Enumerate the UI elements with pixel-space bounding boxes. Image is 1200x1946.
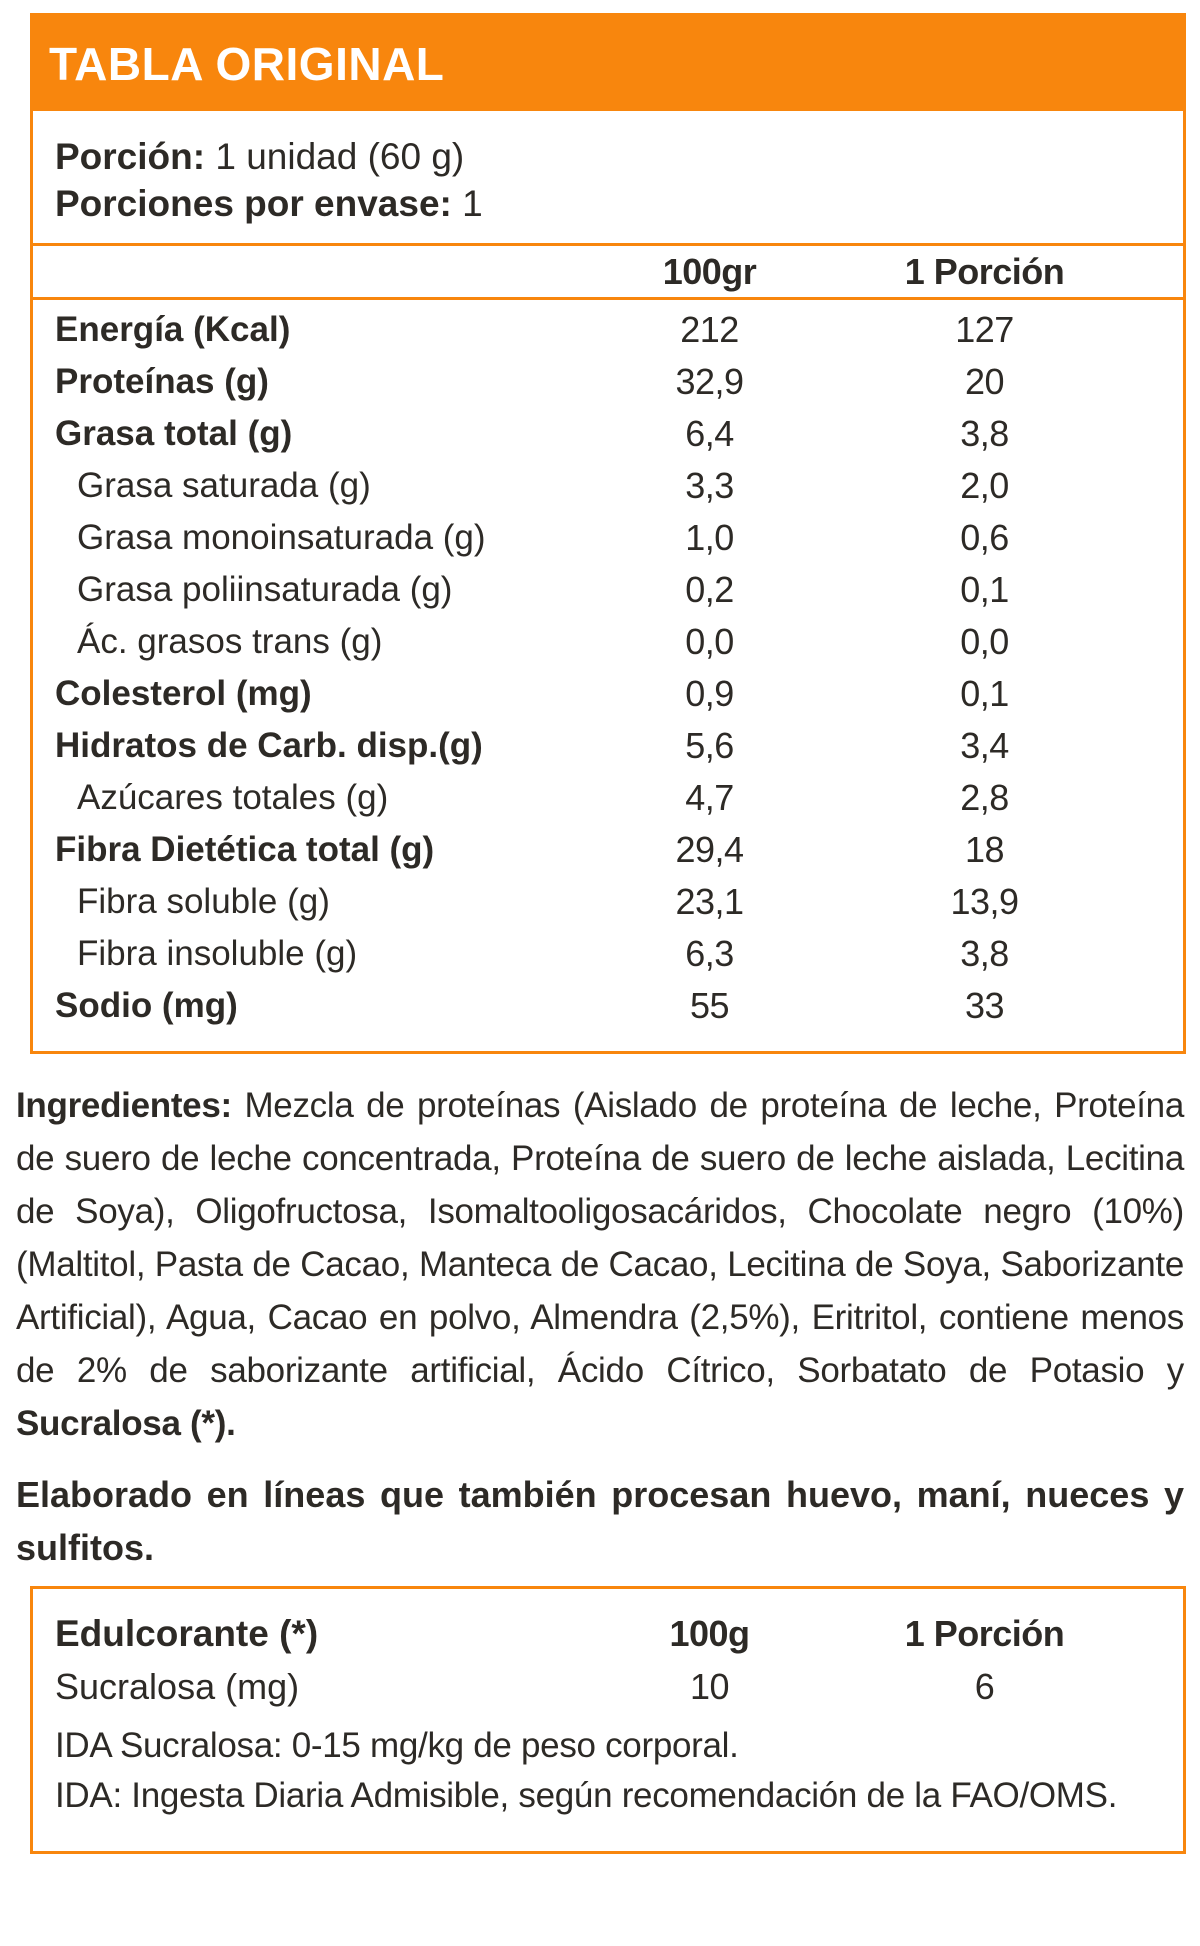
nutrient-row: Proteínas (g) 32,9 20 bbox=[55, 356, 1122, 408]
footnote-ida-definition: IDA: Ingesta Diaria Admisible, según rec… bbox=[55, 1776, 1118, 1815]
nutrient-label: Fibra insoluble (g) bbox=[77, 934, 358, 973]
sweetener-box: Edulcorante (*) 100g 1 Porción Sucralosa… bbox=[30, 1586, 1186, 1854]
value-per-portion: 2,8 bbox=[960, 777, 1009, 818]
nutrient-label: Grasa poliinsaturada (g) bbox=[77, 570, 453, 609]
nutrient-row: Sodio (mg) 55 33 bbox=[55, 980, 1122, 1032]
value-per-portion: 3,8 bbox=[960, 933, 1009, 974]
ingredients-label: Ingredientes: bbox=[16, 1086, 232, 1125]
page-title: TABLA ORIGINAL bbox=[49, 37, 445, 90]
value-per-100g: 3,3 bbox=[685, 465, 734, 506]
value-per-portion: 13,9 bbox=[950, 881, 1019, 922]
value-per-100g: 29,4 bbox=[675, 829, 744, 870]
footnote-ida-sucralosa: IDA Sucralosa: 0-15 mg/kg de peso corpor… bbox=[55, 1726, 739, 1765]
nutrition-rows: Energía (Kcal) 212 127 Proteínas (g) 32,… bbox=[33, 300, 1183, 1051]
sweetener-label: Sucralosa (mg) bbox=[55, 1666, 300, 1707]
nutrient-row: Colesterol (mg) 0,9 0,1 bbox=[55, 668, 1122, 720]
value-per-100g: 0,9 bbox=[685, 673, 734, 714]
value-per-100g: 55 bbox=[689, 985, 730, 1026]
nutrient-row: Azúcares totales (g) 4,7 2,8 bbox=[55, 772, 1122, 824]
value-per-portion: 18 bbox=[964, 829, 1005, 870]
allergen-notice: Elaborado en líneas que también procesan… bbox=[16, 1474, 1184, 1568]
ingredients-text: Mezcla de proteínas (Aislado de proteína… bbox=[16, 1086, 1184, 1390]
value-per-100g: 1,0 bbox=[685, 517, 734, 558]
value-per-100g: 6,3 bbox=[685, 933, 734, 974]
nutrient-row: Fibra insoluble (g) 6,3 3,8 bbox=[55, 928, 1122, 980]
servings-value: 1 bbox=[462, 183, 483, 224]
nutrient-row: Grasa total (g) 6,4 3,8 bbox=[55, 408, 1122, 460]
nutrient-label: Fibra Dietética total (g) bbox=[55, 830, 435, 869]
sweetener-footnotes: IDA Sucralosa: 0-15 mg/kg de peso corpor… bbox=[33, 1713, 1183, 1851]
sweetener-title: Edulcorante (*) bbox=[55, 1613, 319, 1654]
nutrient-label: Hidratos de Carb. disp.(g) bbox=[55, 726, 483, 765]
nutrient-label: Ác. grasos trans (g) bbox=[77, 622, 383, 661]
nutrient-row: Grasa poliinsaturada (g) 0,2 0,1 bbox=[55, 564, 1122, 616]
value-per-portion: 0,1 bbox=[960, 673, 1009, 714]
value-per-portion: 0,1 bbox=[960, 569, 1009, 610]
value-per-100g: 0,0 bbox=[685, 621, 734, 662]
servings-label: Porciones por envase: bbox=[55, 183, 452, 224]
value-per-portion: 33 bbox=[964, 985, 1005, 1026]
table-title-band: TABLA ORIGINAL bbox=[33, 16, 1183, 111]
nutrient-label: Sodio (mg) bbox=[55, 986, 238, 1025]
value-per-portion: 0,6 bbox=[960, 517, 1009, 558]
sweetener-value-100g: 10 bbox=[689, 1666, 730, 1707]
serving-section: Porción: 1 unidad (60 g) Porciones por e… bbox=[33, 111, 1183, 246]
sweetener-header-row: Edulcorante (*) 100g 1 Porción bbox=[33, 1607, 1183, 1660]
nutrition-facts-box: TABLA ORIGINAL Porción: 1 unidad (60 g) … bbox=[30, 13, 1186, 1054]
value-per-portion: 3,4 bbox=[960, 725, 1009, 766]
nutrient-label: Proteínas (g) bbox=[55, 362, 269, 401]
nutrient-row: Ác. grasos trans (g) 0,0 0,0 bbox=[55, 616, 1122, 668]
nutrient-label: Grasa saturada (g) bbox=[77, 466, 371, 505]
nutrient-label: Grasa monoinsaturada (g) bbox=[77, 518, 486, 557]
column-header-row: 100gr 1 Porción bbox=[33, 246, 1183, 300]
value-per-100g: 212 bbox=[680, 309, 739, 350]
value-per-100g: 23,1 bbox=[675, 881, 744, 922]
sweetener-value-porcion: 6 bbox=[974, 1666, 995, 1707]
nutrient-row: Grasa saturada (g) 3,3 2,0 bbox=[55, 460, 1122, 512]
portion-line: Porción: 1 unidad (60 g) bbox=[55, 133, 1183, 180]
value-per-100g: 5,6 bbox=[685, 725, 734, 766]
value-per-portion: 127 bbox=[955, 309, 1014, 350]
value-per-100g: 0,2 bbox=[685, 569, 734, 610]
nutrient-row: Fibra Dietética total (g) 29,4 18 bbox=[55, 824, 1122, 876]
nutrient-label: Fibra soluble (g) bbox=[77, 882, 330, 921]
servings-line: Porciones por envase: 1 bbox=[55, 180, 1183, 227]
value-per-portion: 3,8 bbox=[960, 413, 1009, 454]
col-header-100gr: 100gr bbox=[662, 250, 757, 292]
ingredients-sucralose-bold: Sucralosa (*). bbox=[16, 1404, 236, 1443]
sweetener-row: Sucralosa (mg) 10 6 bbox=[33, 1660, 1183, 1713]
sweetener-col-porcion: 1 Porción bbox=[904, 1613, 1065, 1654]
nutrient-label: Energía (Kcal) bbox=[55, 310, 291, 349]
nutrient-row: Energía (Kcal) 212 127 bbox=[55, 304, 1122, 356]
portion-label: Porción: bbox=[55, 136, 206, 177]
nutrient-row: Grasa monoinsaturada (g) 1,0 0,6 bbox=[55, 512, 1122, 564]
nutrient-label: Grasa total (g) bbox=[55, 414, 293, 453]
value-per-100g: 6,4 bbox=[685, 413, 734, 454]
nutrient-label: Azúcares totales (g) bbox=[77, 778, 389, 817]
sweetener-col-100g: 100g bbox=[669, 1613, 750, 1654]
value-per-portion: 2,0 bbox=[960, 465, 1009, 506]
nutrient-row: Hidratos de Carb. disp.(g) 5,6 3,4 bbox=[55, 720, 1122, 772]
nutrient-label: Colesterol (mg) bbox=[55, 674, 312, 713]
portion-value: 1 unidad (60 g) bbox=[215, 136, 465, 177]
value-per-100g: 4,7 bbox=[685, 777, 734, 818]
nutrient-row: Fibra soluble (g) 23,1 13,9 bbox=[55, 876, 1122, 928]
value-per-portion: 0,0 bbox=[960, 621, 1009, 662]
value-per-100g: 32,9 bbox=[675, 361, 744, 402]
value-per-portion: 20 bbox=[964, 361, 1005, 402]
col-header-porcion: 1 Porción bbox=[904, 250, 1065, 292]
ingredients-paragraph: Ingredientes: Mezcla de proteínas (Aisla… bbox=[14, 1079, 1186, 1450]
